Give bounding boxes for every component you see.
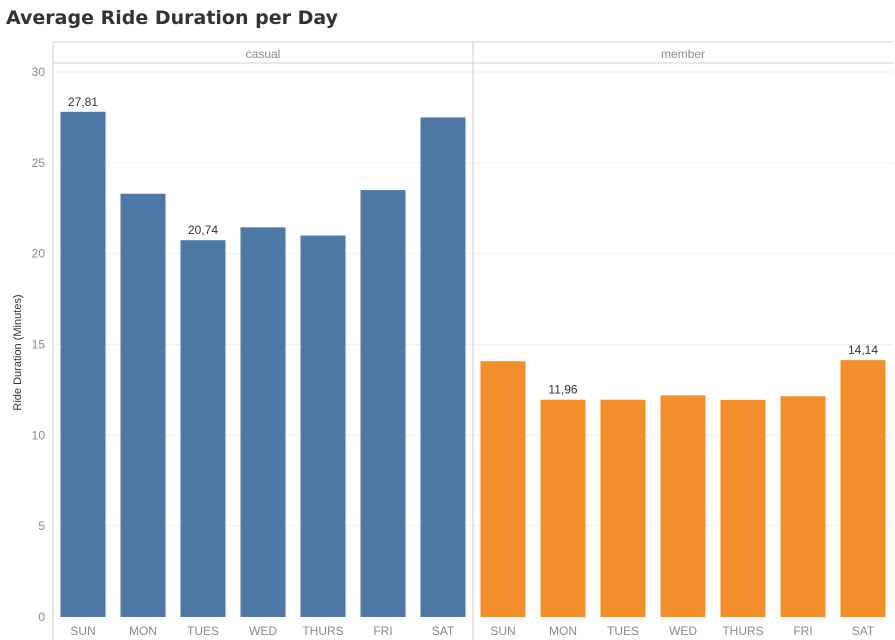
x-tick-label: MON <box>129 624 157 638</box>
y-tick-label: 15 <box>32 338 46 352</box>
y-axis-title: Ride Duration (Minutes) <box>12 294 24 410</box>
y-tick-label: 20 <box>32 247 46 261</box>
data-label: 20,74 <box>188 223 218 237</box>
x-tick-label: THURS <box>302 624 343 638</box>
x-tick-label: MON <box>549 624 577 638</box>
x-tick-label: SAT <box>432 624 455 638</box>
y-tick-label: 30 <box>32 65 46 79</box>
data-label: 27,81 <box>68 95 98 109</box>
x-tick-label: WED <box>669 624 697 638</box>
bar-casual-fri <box>360 190 406 618</box>
bar-casual-sun <box>60 111 106 617</box>
bar-casual-sat <box>420 117 466 618</box>
y-tick-label: 10 <box>32 428 46 442</box>
x-tick-label: FRI <box>373 624 392 638</box>
data-label: 11,96 <box>548 383 577 397</box>
bar-casual-thurs <box>300 235 346 617</box>
chart-title: Average Ride Duration per Day <box>6 7 338 29</box>
bar-member-wed <box>660 395 706 617</box>
pane-frame <box>52 41 893 640</box>
chart-text: 0 5 10 15 20 25 30 casual 27,81 SUN MON 20,74 TUES WE… <box>32 47 879 638</box>
x-tick-label: THURS <box>722 624 763 638</box>
bar-member-sun <box>480 361 526 617</box>
x-tick-label: FRI <box>793 624 812 638</box>
bar-member-thurs <box>720 399 766 617</box>
bars <box>60 111 886 618</box>
y-tick-label: 5 <box>38 519 45 533</box>
bar-casual-mon <box>120 193 166 617</box>
y-tick-label: 0 <box>38 610 45 624</box>
x-tick-label: TUES <box>607 624 639 638</box>
y-tick-label: 25 <box>32 156 46 170</box>
x-tick-label: WED <box>249 624 277 638</box>
bar-casual-wed <box>240 227 286 617</box>
data-label: 14,14 <box>848 343 878 357</box>
x-tick-label: SAT <box>852 624 875 638</box>
bar-member-fri <box>780 396 826 617</box>
pane-title-casual: casual <box>246 47 281 61</box>
bar-casual-tues <box>180 240 226 617</box>
x-tick-label: SUN <box>70 624 95 638</box>
bar-member-tues <box>600 399 646 617</box>
bar-member-sat <box>840 360 886 617</box>
x-tick-label: SUN <box>490 624 515 638</box>
pane-title-member: member <box>661 47 705 61</box>
x-tick-label: TUES <box>187 624 219 638</box>
bar-member-mon <box>540 399 586 617</box>
